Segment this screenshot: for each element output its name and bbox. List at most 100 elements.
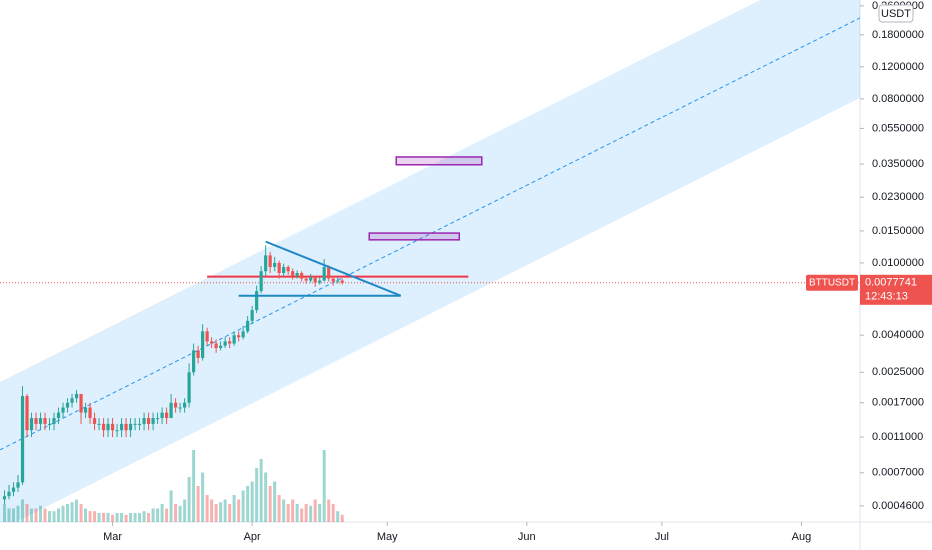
y-tick-label: 0.0004600: [872, 500, 924, 512]
candle-body: [34, 418, 38, 424]
volume-bar: [196, 486, 200, 522]
price-label: 0.0077741: [865, 277, 917, 289]
currency-box[interactable]: [878, 4, 914, 23]
volume-bar: [246, 486, 250, 522]
volume-bar: [165, 508, 169, 522]
candle-body: [223, 341, 227, 346]
volume-bar: [75, 499, 79, 522]
volume-bar: [282, 499, 286, 522]
y-tick-label: 0.0230000: [872, 191, 924, 203]
y-tick-label: 0.1200000: [872, 61, 924, 73]
y-tick-label: 0.0040000: [872, 329, 924, 341]
volume-bar: [304, 504, 308, 522]
candle-body: [286, 266, 290, 272]
candle-body: [309, 277, 313, 281]
x-tick-label: Jul: [655, 531, 669, 543]
candle-body: [16, 482, 20, 488]
candle-body: [56, 412, 61, 419]
candle-body: [169, 402, 173, 419]
candle-body: [52, 418, 56, 424]
volume-bar: [228, 504, 232, 522]
volume-bar: [156, 508, 160, 522]
volume-bar: [129, 513, 133, 522]
y-tick-label: 0.0007000: [872, 467, 924, 479]
channel-midline: [0, 17, 860, 451]
candle-body: [70, 398, 74, 403]
candle-body: [25, 396, 29, 431]
channel-fill: [0, 0, 860, 522]
symbol-label-bg: [806, 274, 858, 291]
box-drawing: [368, 232, 461, 241]
volume-bar: [12, 508, 16, 522]
volume-bar: [102, 513, 106, 522]
volume-bar: [88, 511, 92, 522]
y-tick-label: 0.0150000: [872, 225, 924, 237]
candle-body: [268, 255, 272, 267]
candle-body: [183, 402, 187, 408]
candle-body: [92, 418, 97, 424]
volume-bar: [70, 502, 74, 522]
candle-body: [128, 423, 133, 431]
volume-bar: [25, 504, 29, 522]
volume-bar: [21, 499, 25, 522]
y-tick-label: 0.1800000: [872, 29, 924, 41]
volume-bar: [268, 486, 272, 522]
candle-body: [151, 418, 155, 424]
volume-bar: [291, 499, 295, 522]
candle-body: [228, 341, 232, 344]
volume-bar: [30, 508, 34, 522]
candle-body: [146, 418, 151, 424]
volume-bar: [160, 504, 164, 522]
candle-body: [313, 277, 317, 283]
candle-body: [187, 372, 191, 403]
y-tick-label: 0.0350000: [872, 158, 924, 170]
y-tick-label: 0.0800000: [872, 93, 924, 105]
price-label-bg: [860, 274, 932, 305]
trend-line: [265, 240, 402, 297]
candle-body: [97, 423, 101, 425]
volume-bar: [39, 505, 43, 522]
candle-body: [137, 423, 142, 425]
candle-body: [133, 423, 137, 425]
candle-body: [255, 291, 259, 311]
volume-bar: [300, 508, 304, 522]
volume-bar: [93, 511, 97, 522]
volume-bar: [255, 468, 259, 522]
candle-body: [74, 393, 79, 399]
x-tick-label: Jun: [518, 531, 536, 543]
candle-body: [232, 335, 236, 344]
candle-body: [201, 331, 205, 358]
volume-bar: [178, 505, 182, 522]
candle-body: [106, 423, 110, 431]
candle-body: [65, 402, 70, 408]
volume-bar: [79, 504, 83, 522]
candle-body: [241, 331, 245, 338]
candle-body: [155, 418, 160, 420]
volume-bar: [3, 504, 7, 522]
currency: USDT: [881, 8, 911, 20]
volume-bar: [138, 513, 142, 522]
candle-body: [273, 262, 277, 267]
candle-body: [2, 496, 7, 500]
candle-body: [101, 423, 106, 431]
volume-bar: [147, 513, 151, 522]
volume-bar: [106, 513, 110, 522]
volume-bar: [241, 490, 245, 522]
volume-bar: [48, 511, 52, 522]
volume-bar: [151, 508, 155, 522]
volume-bar: [97, 513, 101, 522]
candle-body: [79, 393, 83, 413]
volume-bar: [340, 514, 344, 522]
volume-bar: [174, 504, 178, 522]
volume-bar: [52, 511, 56, 522]
x-tick-label: Aug: [792, 531, 812, 543]
candle-body: [110, 423, 115, 431]
candle-body: [300, 273, 304, 279]
volume-bar: [142, 511, 146, 522]
candle-body: [282, 266, 286, 274]
volume-bar: [313, 499, 317, 522]
candle-body: [29, 418, 34, 431]
candle-body: [142, 418, 146, 424]
volume-bar: [61, 505, 65, 522]
candle-body: [295, 273, 299, 276]
